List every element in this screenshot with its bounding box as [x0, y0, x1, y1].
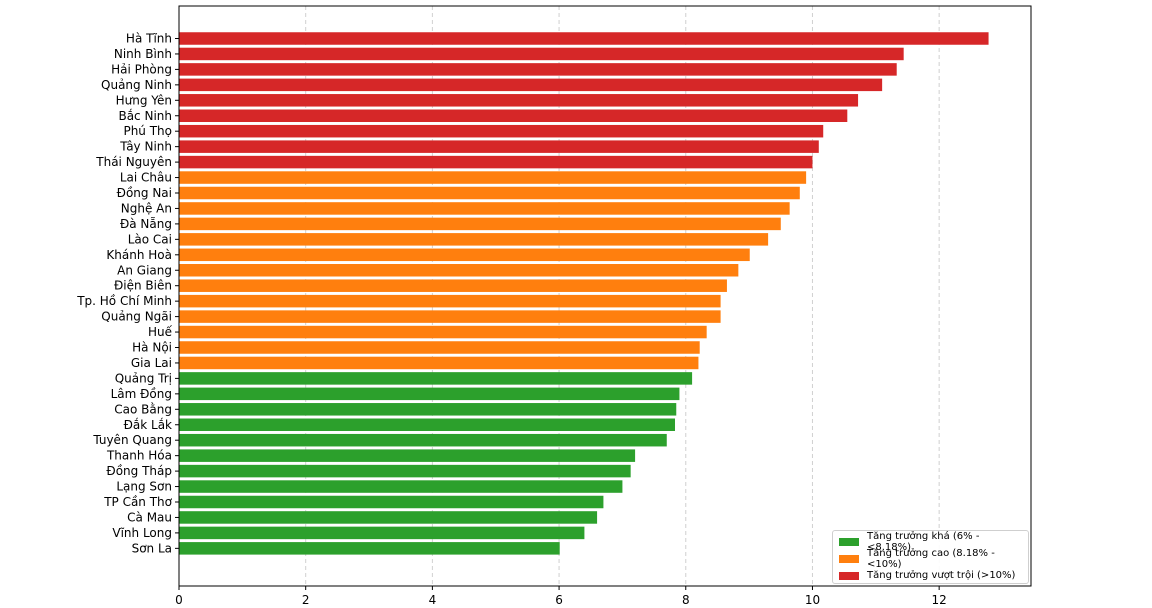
bar	[179, 109, 848, 122]
legend-entry-good: Tăng trưởng khá (6% - <8.18%)	[839, 531, 1022, 553]
bar	[179, 186, 800, 200]
legend-swatch-high	[839, 554, 859, 563]
x-tick-label: 10	[805, 593, 820, 607]
y-tick-label: Lạng Sơn	[116, 480, 172, 494]
y-tick-label: Quảng Ngãi	[101, 310, 172, 324]
bar	[179, 78, 883, 92]
x-tick-label: 8	[682, 593, 690, 607]
x-tick-label: 4	[429, 593, 437, 607]
bar	[179, 449, 636, 462]
legend-entry-high: Tăng trưởng cao (8.18% - <10%)	[839, 548, 1022, 570]
y-tick-label: Đà Nẵng	[120, 217, 172, 231]
y-tick-label: Hà Nội	[132, 341, 172, 355]
bar	[179, 542, 560, 555]
bar	[179, 464, 631, 478]
y-tick-label: Huế	[148, 325, 173, 339]
bar	[179, 202, 790, 215]
y-tick-label: Quảng Trị	[115, 371, 172, 385]
bar	[179, 94, 859, 107]
y-tick-label: Hà Tĩnh	[126, 32, 172, 46]
y-tick-label: Thanh Hóa	[106, 449, 172, 463]
bar	[179, 418, 675, 431]
bar	[179, 32, 989, 45]
legend-label-outstanding: Tăng trưởng vượt trội (>10%)	[867, 570, 1016, 581]
bar	[179, 233, 769, 246]
bar	[179, 403, 677, 416]
y-tick-label: Hải Phòng	[111, 62, 172, 76]
x-tick-label: 2	[302, 593, 310, 607]
bar	[179, 341, 700, 354]
bar	[179, 433, 667, 447]
y-tick-label: Điện Biên	[114, 279, 172, 293]
y-tick-label: An Giang	[117, 263, 172, 277]
bar	[179, 325, 707, 339]
bar	[179, 47, 904, 61]
y-tick-label: Lâm Đồng	[111, 387, 172, 401]
bar	[179, 480, 623, 493]
y-tick-label: Vĩnh Long	[112, 526, 172, 540]
y-tick-label: Cà Mau	[127, 510, 172, 524]
bar	[179, 248, 750, 262]
legend-swatch-good	[839, 537, 859, 546]
bar	[179, 294, 721, 308]
bar	[179, 63, 897, 76]
y-tick-label: Sơn La	[132, 541, 172, 555]
bar	[179, 526, 585, 540]
bar	[179, 264, 739, 277]
x-tick-label: 12	[932, 593, 947, 607]
y-tick-label: Đồng Tháp	[106, 464, 172, 478]
legend-label-high: Tăng trưởng cao (8.18% - <10%)	[867, 547, 995, 570]
x-tick-labels: 0 2 4 6 8 10 12	[175, 586, 947, 607]
y-tick-label: Quảng Ninh	[101, 78, 172, 92]
bar	[179, 124, 824, 138]
y-tick-label: Thái Nguyên	[95, 155, 172, 169]
y-tick-label: Tuyên Quang	[92, 433, 172, 447]
x-tick-label: 6	[555, 593, 563, 607]
legend-entry-outstanding: Tăng trưởng vượt trội (>10%)	[839, 568, 1022, 583]
legend-swatch-outstanding	[839, 571, 859, 580]
bar	[179, 495, 604, 509]
y-tick-label: Nghệ An	[121, 201, 172, 215]
y-tick-label: Tây Ninh	[119, 140, 172, 154]
bar	[179, 279, 727, 292]
x-tick-label: 0	[175, 593, 183, 607]
legend: Tăng trưởng khá (6% - <8.18%) Tăng trưởn…	[832, 530, 1029, 584]
y-tick-label: Đồng Nai	[117, 186, 172, 200]
bar	[179, 356, 699, 370]
y-tick-label: Hưng Yên	[116, 93, 172, 107]
bar	[179, 372, 693, 385]
legend-label-good: Tăng trưởng khá (6% - <8.18%)	[867, 530, 980, 553]
y-tick-label: Lai Châu	[120, 171, 172, 185]
y-tick-label: TP Cần Thơ	[103, 495, 172, 509]
y-tick-label: Cao Bằng	[114, 402, 172, 416]
axes-frame	[178, 5, 1032, 587]
bar	[179, 171, 807, 184]
y-tick-label: Phú Thọ	[123, 124, 172, 138]
y-tick-label: Lào Cai	[128, 232, 172, 246]
bar	[179, 511, 598, 524]
bars	[179, 32, 989, 555]
bar	[179, 387, 680, 401]
y-tick-label: Bắc Ninh	[118, 109, 172, 123]
bar	[179, 217, 781, 231]
y-tick-label: Tp. Hồ Chí Minh	[76, 294, 172, 308]
bar	[179, 310, 721, 323]
bar	[179, 155, 813, 169]
y-tick-label: Ninh Bình	[114, 47, 172, 61]
y-tick-label: Gia Lai	[131, 356, 172, 370]
y-tick-label: Đắk Lắk	[124, 418, 172, 432]
bar	[179, 140, 819, 153]
y-tick-label: Khánh Hoà	[106, 248, 172, 262]
